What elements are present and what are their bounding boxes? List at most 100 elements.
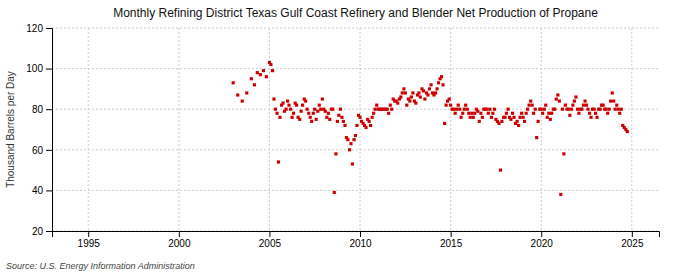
point bbox=[285, 108, 288, 111]
y-tick-mark bbox=[46, 231, 52, 232]
point bbox=[417, 91, 420, 94]
point bbox=[269, 63, 272, 66]
point bbox=[452, 108, 455, 111]
point bbox=[574, 95, 577, 98]
point bbox=[457, 104, 460, 107]
point bbox=[253, 83, 256, 86]
point bbox=[454, 112, 457, 115]
point bbox=[300, 110, 303, 113]
point bbox=[256, 71, 259, 74]
x-grid-line bbox=[631, 28, 632, 231]
point bbox=[582, 104, 585, 107]
plot-area: 1995200020052010201520202025204060801001… bbox=[26, 23, 659, 249]
point bbox=[518, 116, 521, 119]
point bbox=[325, 116, 328, 119]
x-tick-label: 2015 bbox=[440, 238, 463, 249]
point bbox=[620, 108, 623, 111]
point bbox=[319, 108, 322, 111]
x-tick-label: 2010 bbox=[349, 238, 372, 249]
point bbox=[469, 116, 472, 119]
x-tick-label: 1995 bbox=[78, 238, 101, 249]
point bbox=[553, 108, 556, 111]
point bbox=[546, 116, 549, 119]
x-tick: 2025 bbox=[621, 231, 644, 249]
point bbox=[470, 112, 473, 115]
x-grid-line bbox=[88, 28, 89, 231]
point bbox=[372, 112, 375, 115]
y-grid-line bbox=[52, 149, 659, 150]
chart: 1995200020052010201520202025204060801001… bbox=[0, 0, 675, 275]
point bbox=[615, 104, 618, 107]
x-tick: 2000 bbox=[168, 231, 191, 249]
point bbox=[460, 116, 463, 119]
point bbox=[342, 120, 345, 123]
x-tick-mark bbox=[179, 231, 180, 237]
point bbox=[414, 102, 417, 105]
point bbox=[505, 112, 508, 115]
title: Monthly Refining District Texas Gulf Coa… bbox=[113, 6, 598, 20]
point bbox=[328, 118, 331, 121]
point bbox=[318, 104, 321, 107]
point bbox=[278, 116, 281, 119]
point bbox=[618, 112, 621, 115]
point bbox=[232, 81, 235, 84]
y-tick: 20 bbox=[32, 226, 52, 237]
point bbox=[525, 112, 528, 115]
point bbox=[543, 108, 546, 111]
point bbox=[614, 108, 617, 111]
point bbox=[580, 108, 583, 111]
point bbox=[411, 91, 414, 94]
point bbox=[547, 112, 550, 115]
point bbox=[428, 87, 431, 90]
point bbox=[306, 108, 309, 111]
point bbox=[295, 104, 298, 107]
y-tick-label: 120 bbox=[26, 23, 43, 34]
point bbox=[262, 69, 265, 72]
point bbox=[586, 108, 589, 111]
point bbox=[272, 97, 275, 100]
point bbox=[528, 104, 531, 107]
point bbox=[310, 120, 313, 123]
point bbox=[387, 112, 390, 115]
point bbox=[333, 191, 336, 194]
point bbox=[437, 81, 440, 84]
y-tick-label: 80 bbox=[32, 104, 44, 115]
point bbox=[455, 108, 458, 111]
point bbox=[493, 108, 496, 111]
point bbox=[463, 108, 466, 111]
point bbox=[281, 102, 284, 105]
point bbox=[349, 142, 352, 145]
point bbox=[577, 112, 580, 115]
point bbox=[274, 108, 277, 111]
point bbox=[576, 108, 579, 111]
point bbox=[286, 99, 289, 102]
point bbox=[571, 104, 574, 107]
y-tick-mark bbox=[46, 190, 52, 191]
point bbox=[535, 136, 538, 139]
point bbox=[611, 91, 614, 94]
point bbox=[435, 87, 438, 90]
point bbox=[271, 69, 274, 72]
point bbox=[236, 93, 239, 96]
point bbox=[585, 104, 588, 107]
point bbox=[602, 104, 605, 107]
point bbox=[567, 108, 570, 111]
point bbox=[561, 108, 564, 111]
point bbox=[245, 91, 248, 94]
y-tick: 60 bbox=[32, 145, 52, 156]
y-tick-label: 40 bbox=[32, 185, 44, 196]
point bbox=[331, 108, 334, 111]
point bbox=[599, 108, 602, 111]
point bbox=[371, 116, 374, 119]
x-tick-label: 2025 bbox=[621, 238, 644, 249]
point bbox=[364, 126, 367, 129]
point bbox=[312, 112, 315, 115]
y-tick-mark bbox=[46, 109, 52, 110]
point bbox=[583, 99, 586, 102]
point bbox=[594, 112, 597, 115]
point bbox=[426, 93, 429, 96]
x-tick-mark bbox=[88, 231, 89, 237]
point bbox=[343, 124, 346, 127]
x-grid-line bbox=[360, 28, 361, 231]
point bbox=[458, 108, 461, 111]
